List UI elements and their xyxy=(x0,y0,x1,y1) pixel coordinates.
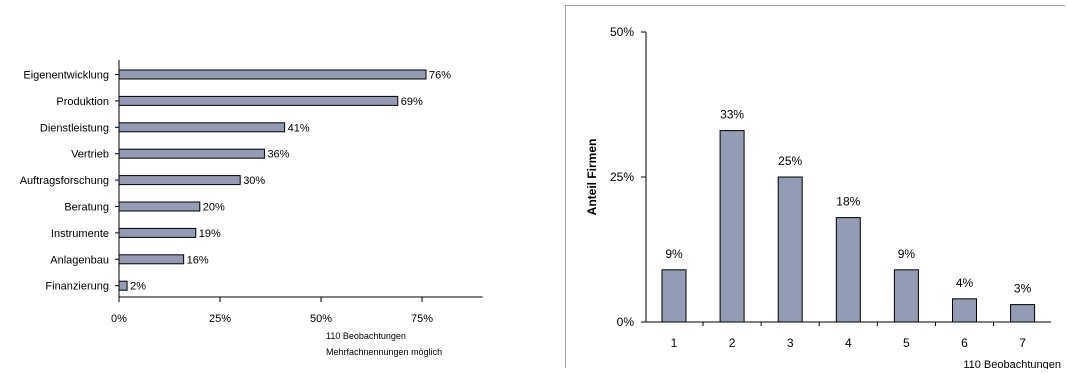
y-axis-title: Anteil Firmen xyxy=(585,139,599,216)
value-label: 4% xyxy=(956,276,974,290)
bar xyxy=(118,227,197,238)
x-tick-label: 5 xyxy=(903,336,910,350)
category-label: Eigenentwicklung xyxy=(23,70,109,82)
value-label: 3% xyxy=(1014,282,1032,296)
bar xyxy=(118,122,286,133)
bar xyxy=(835,217,861,323)
x-tick-label: 4 xyxy=(845,336,852,350)
bar xyxy=(661,269,687,323)
x-tick-label: 2 xyxy=(729,336,736,350)
x-tick-label: 3 xyxy=(787,336,794,350)
value-label: 30% xyxy=(243,175,265,187)
bar xyxy=(118,201,201,212)
bar xyxy=(777,176,803,323)
value-label: 9% xyxy=(665,247,683,261)
x-tick-label: 50% xyxy=(310,313,332,325)
bar xyxy=(118,175,241,186)
x-tick-label: 1 xyxy=(671,336,678,350)
x-tick-label: 75% xyxy=(411,313,433,325)
x-tick-label: 6 xyxy=(961,336,968,350)
category-label: Produktion xyxy=(56,96,109,108)
value-label: 9% xyxy=(898,247,916,261)
bar xyxy=(1010,304,1036,323)
value-label: 36% xyxy=(267,149,289,161)
x-tick-label: 25% xyxy=(209,313,231,325)
left-chart-panel: Eigenentwicklung 76% Produktion 69% Dienstle… xyxy=(0,0,520,368)
category-label: Anlagenbau xyxy=(50,254,109,266)
right-chart-panel: 0% 25% 50% 9% 1 33% 2 25% 3 18% 4 9% 5 4% 6 3% 7 Anteil F… xyxy=(565,5,1065,371)
category-label: Auftragsforschung xyxy=(20,175,109,187)
note-multiple-answers: Mehrfachnennungen möglich xyxy=(326,347,442,357)
bar xyxy=(118,69,427,80)
vertical-bar-chart: 0% 25% 50% 9% 1 33% 2 25% 3 18% 4 9% 5 4% 6 3% 7 Anteil F… xyxy=(585,25,1061,371)
bar xyxy=(952,298,977,323)
category-label: Finanzierung xyxy=(45,281,109,293)
y-tick-label: 0% xyxy=(617,315,635,329)
category-label: Instrumente xyxy=(51,228,109,240)
bar xyxy=(893,269,919,323)
horizontal-bar-chart: Eigenentwicklung 76% Produktion 69% Dienstle… xyxy=(20,60,483,357)
value-label: 16% xyxy=(187,254,209,266)
value-label: 20% xyxy=(203,202,225,214)
bar xyxy=(118,95,399,106)
value-label: 25% xyxy=(778,154,802,168)
bar xyxy=(118,280,128,291)
category-label: Beratung xyxy=(64,202,109,214)
note-observations: 110 Beobachtungen xyxy=(326,331,406,341)
bar xyxy=(719,130,745,323)
value-label: 33% xyxy=(720,108,744,122)
bar xyxy=(118,254,185,265)
value-label: 19% xyxy=(199,228,221,240)
bar xyxy=(118,148,265,159)
value-label: 41% xyxy=(288,122,310,134)
value-label: 76% xyxy=(429,70,451,82)
category-label: Vertrieb xyxy=(71,149,109,161)
value-label: 69% xyxy=(401,96,423,108)
y-tick-label: 25% xyxy=(610,170,634,184)
value-label: 18% xyxy=(836,195,860,209)
value-label: 2% xyxy=(130,281,146,293)
category-label: Dienstleistung xyxy=(40,122,109,134)
x-tick-label: 7 xyxy=(1019,336,1026,350)
x-tick-label: 0% xyxy=(111,313,127,325)
y-tick-label: 50% xyxy=(610,25,634,39)
